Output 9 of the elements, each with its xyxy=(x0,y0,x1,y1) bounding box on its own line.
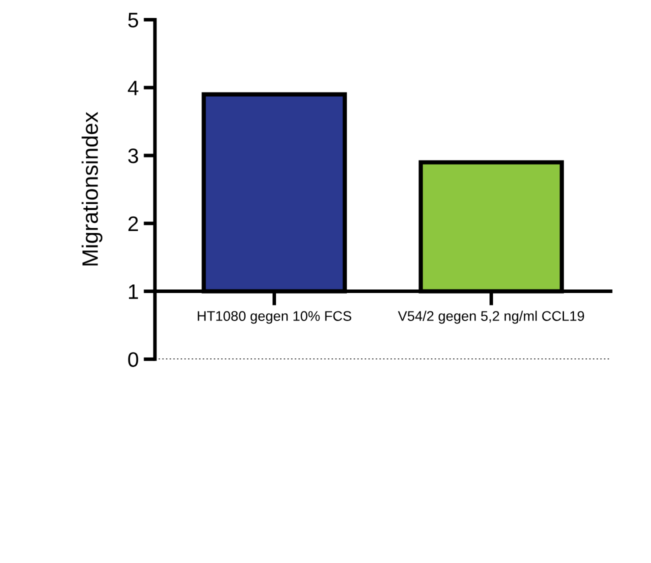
x-tick-label: HT1080 gegen 10% FCS xyxy=(198,311,352,324)
y-axis-title: Migrationsindex xyxy=(82,112,102,266)
y-tick-label: 4 xyxy=(128,80,138,96)
x-tick-label: V54/2 gegen 5,2 ng/ml CCL19 xyxy=(398,310,584,324)
y-tick-label: 5 xyxy=(128,12,138,28)
y-tick-label: 2 xyxy=(128,216,138,231)
y-tick-label: 1 xyxy=(128,284,138,299)
y-tick-label: 0 xyxy=(128,352,138,367)
y-tick-label: 3 xyxy=(128,148,138,164)
